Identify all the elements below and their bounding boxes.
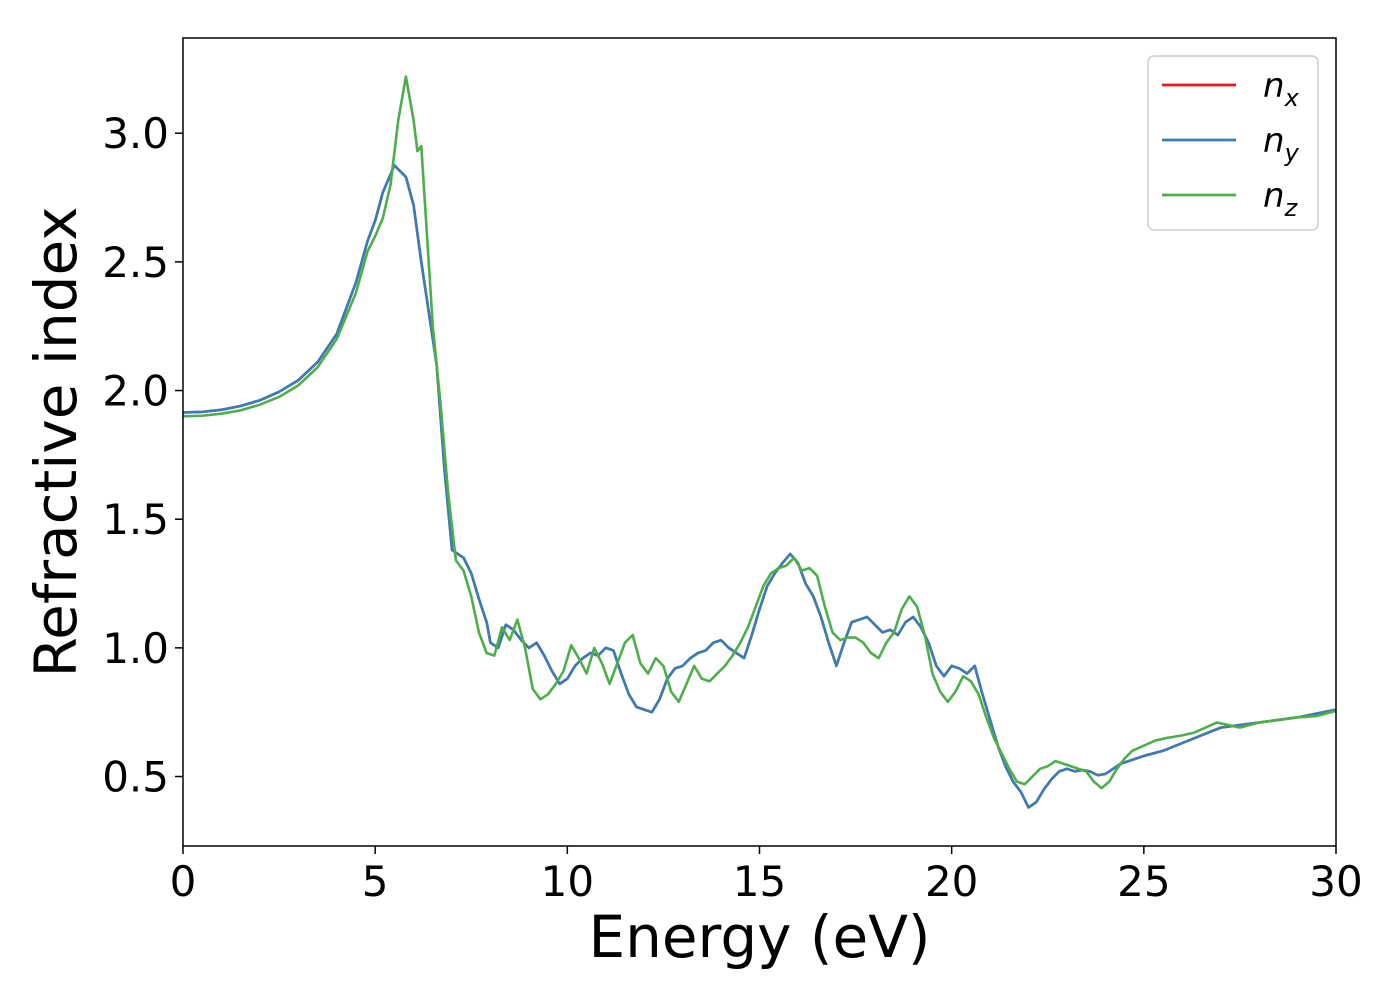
legend-label-base: n bbox=[1263, 121, 1285, 161]
x-tick-label: 20 bbox=[925, 857, 978, 906]
legend-label-base: n bbox=[1263, 66, 1285, 106]
y-axis-ticks: 0.5 1.0 1.5 2.0 2.5 3.0 bbox=[102, 109, 183, 802]
y-tick-label: 0.5 bbox=[102, 753, 169, 802]
legend-label-z: nz bbox=[1263, 176, 1299, 222]
legend-box bbox=[1147, 55, 1319, 231]
legend-label-subscript: x bbox=[1284, 84, 1300, 112]
y-axis-label: Refractive index bbox=[22, 206, 90, 677]
x-axis-label: Energy (eV) bbox=[588, 903, 930, 971]
legend-label-x: nx bbox=[1263, 66, 1300, 112]
series-line-z bbox=[183, 75, 1336, 790]
x-tick-label: 15 bbox=[733, 857, 786, 906]
y-tick-label: 1.0 bbox=[102, 624, 169, 673]
series-line-x bbox=[183, 164, 1336, 809]
legend-label-base: n bbox=[1263, 176, 1285, 216]
legend-label-y: ny bbox=[1263, 121, 1300, 167]
series-line-y bbox=[183, 164, 1336, 809]
y-tick-label: 2.5 bbox=[102, 238, 169, 287]
x-tick-label: 25 bbox=[1117, 857, 1170, 906]
legend-label-subscript: y bbox=[1284, 139, 1300, 167]
legend-label-subscript: z bbox=[1284, 194, 1299, 222]
y-tick-label: 2.0 bbox=[102, 367, 169, 416]
series-layer bbox=[183, 75, 1336, 809]
y-tick-label: 3.0 bbox=[102, 109, 169, 158]
x-tick-label: 0 bbox=[170, 857, 197, 906]
x-axis-ticks: 0 5 10 15 20 25 30 bbox=[170, 846, 1363, 906]
y-tick-label: 1.5 bbox=[102, 495, 169, 544]
x-tick-label: 10 bbox=[541, 857, 594, 906]
x-tick-label: 5 bbox=[362, 857, 389, 906]
x-tick-label: 30 bbox=[1309, 857, 1362, 906]
